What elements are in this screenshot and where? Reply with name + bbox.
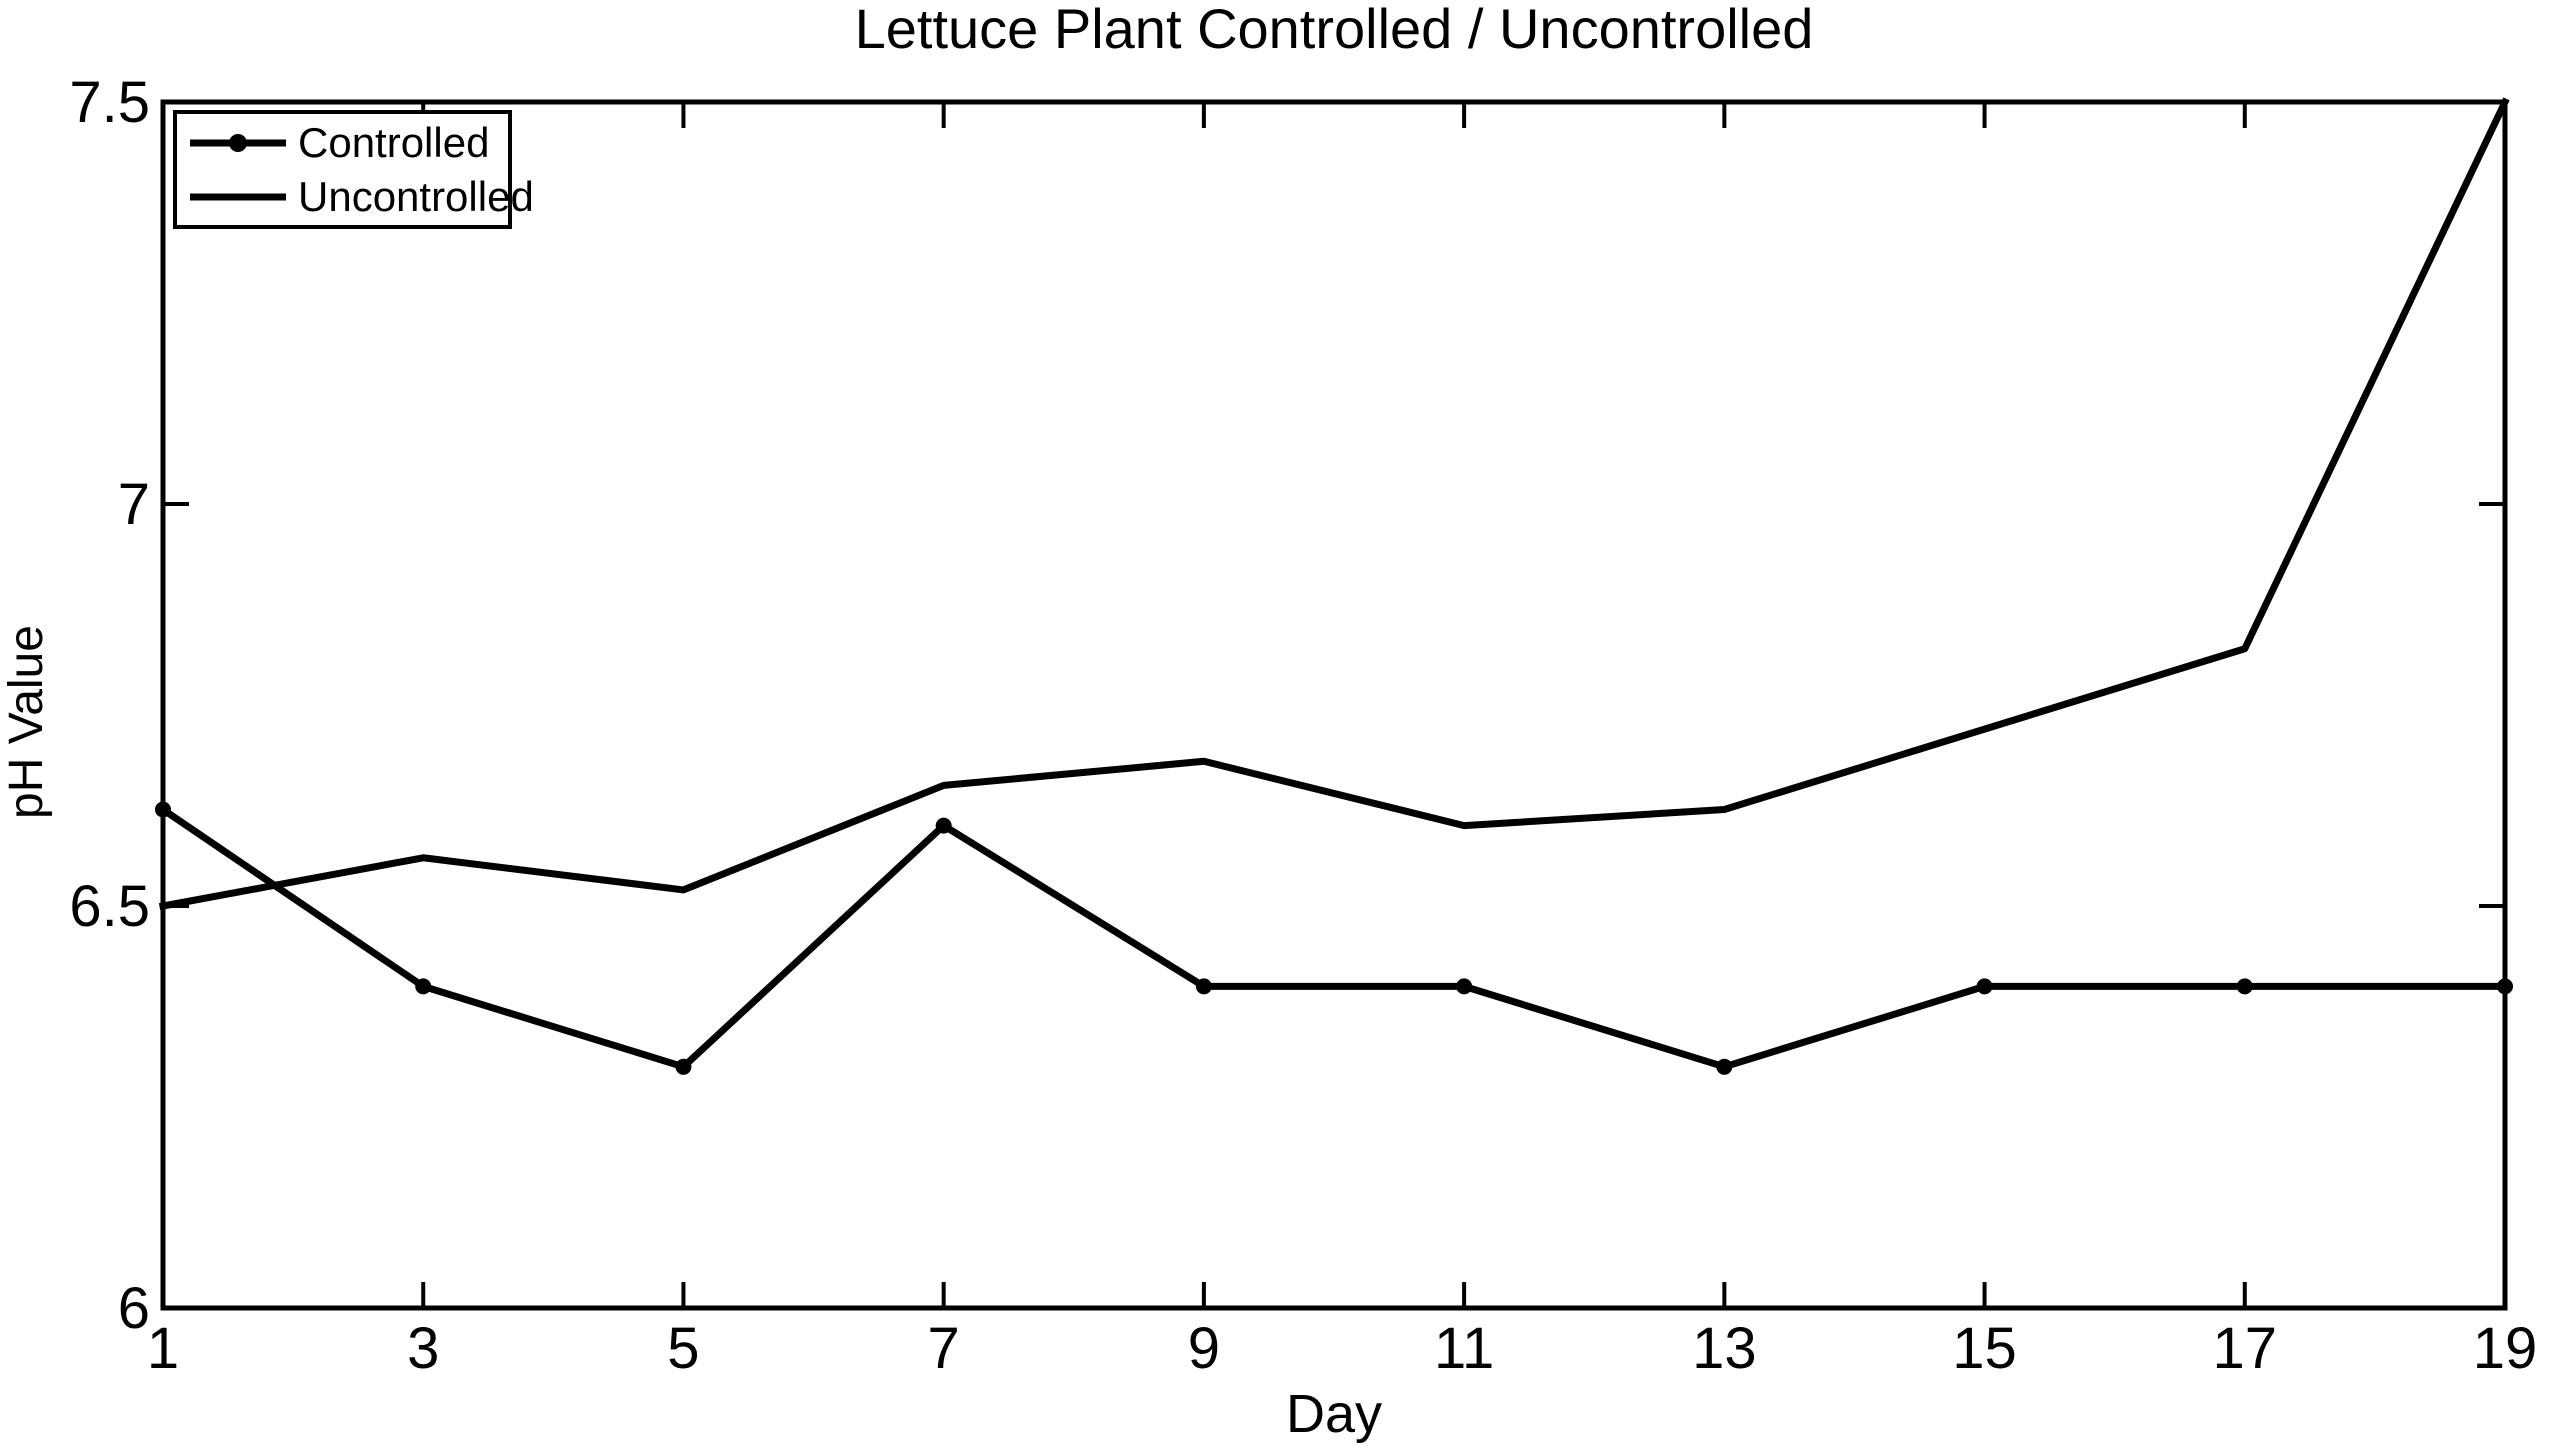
data-series <box>155 97 2513 1075</box>
y-tick-label: 6.5 <box>69 874 150 939</box>
series-line-controlled <box>158 804 2509 1071</box>
x-tick-label: 13 <box>1692 1316 1757 1381</box>
x-tick-label: 15 <box>1952 1316 2017 1381</box>
chart-title: Lettuce Plant Controlled / Uncontrolled <box>855 0 1814 60</box>
x-tick-label: 11 <box>1434 1316 1494 1381</box>
x-tick-label: 3 <box>407 1316 439 1381</box>
data-point-controlled-day-5 <box>675 1058 692 1075</box>
data-point-controlled-day-13 <box>1716 1058 1733 1075</box>
data-point-controlled-day-3 <box>415 978 432 995</box>
y-tick-label: 7 <box>118 472 150 537</box>
y-tick-label: 7.5 <box>69 70 150 135</box>
legend-box <box>173 110 512 229</box>
x-tick-label: 9 <box>1188 1316 1220 1381</box>
axis-ticks <box>161 100 2507 1310</box>
plot-border <box>160 99 2508 1311</box>
x-tick-label: 19 <box>2473 1316 2538 1381</box>
x-tick-label: 1 <box>147 1316 179 1381</box>
data-point-controlled-day-15 <box>1976 978 1993 995</box>
legend-label-uncontrolled: Uncontrolled <box>298 173 534 220</box>
data-point-controlled-day-19 <box>2497 978 2513 995</box>
x-axis-label: Day <box>1286 1384 1382 1444</box>
x-tick-label: 7 <box>928 1316 960 1381</box>
legend: Controlled Uncontrolled <box>173 110 534 229</box>
data-point-controlled-day-17 <box>2236 978 2253 995</box>
legend-label-controlled: Controlled <box>298 119 489 166</box>
data-point-controlled-day-9 <box>1195 978 1212 995</box>
x-tick-label: 17 <box>2213 1316 2278 1381</box>
y-axis-label: pH Value <box>0 625 53 819</box>
data-point-controlled-day-11 <box>1456 978 1473 995</box>
series-line-uncontrolled <box>158 97 2510 911</box>
y-tick-label: 6 <box>118 1276 150 1341</box>
data-point-controlled-day-7 <box>935 817 952 834</box>
legend-marker-icon <box>229 134 247 152</box>
data-point-controlled-day-1 <box>155 801 171 818</box>
x-tick-label: 5 <box>667 1316 699 1381</box>
